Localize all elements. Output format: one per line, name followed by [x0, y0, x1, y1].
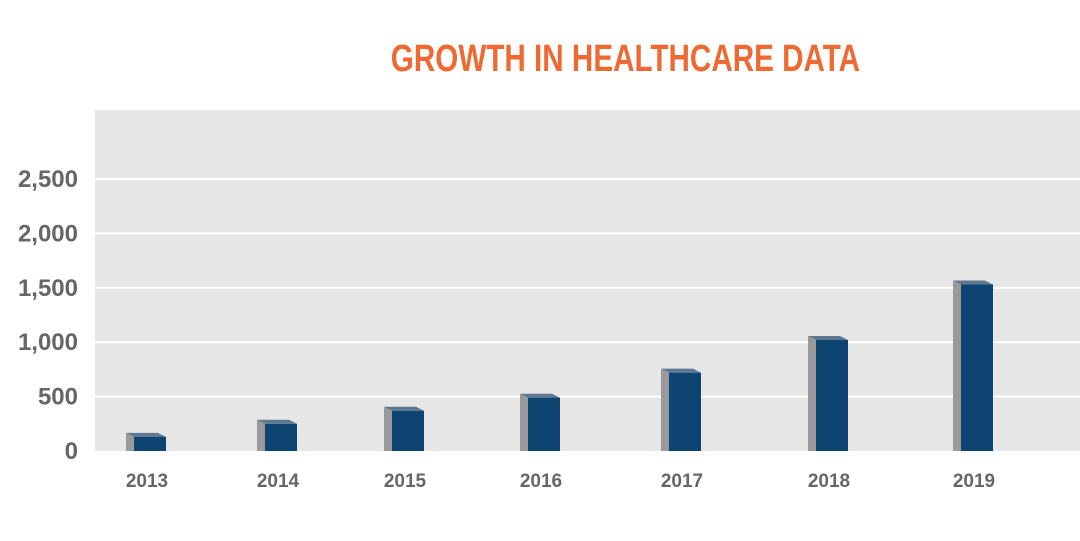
bar-side — [808, 336, 816, 451]
bar-top — [384, 406, 424, 411]
bar-side — [661, 368, 669, 451]
bar-top — [126, 432, 166, 437]
plot-area — [95, 110, 1080, 451]
bar-top — [808, 336, 848, 341]
bar-top — [661, 368, 701, 373]
bar-side — [126, 432, 134, 451]
bar — [265, 423, 297, 451]
x-tick-label: 2015 — [384, 471, 427, 492]
bar-side — [257, 419, 265, 451]
bar — [392, 410, 424, 451]
bar-top — [257, 419, 297, 424]
bar — [669, 372, 701, 451]
bar-top — [953, 280, 993, 285]
bar-side — [953, 280, 961, 451]
y-tick-label: 2,500 — [18, 166, 78, 193]
y-tick-label: 500 — [38, 384, 78, 411]
bar-top — [520, 393, 560, 398]
x-tick-label: 2014 — [257, 471, 300, 492]
bar — [528, 397, 560, 451]
x-tick-label: 2019 — [953, 471, 995, 492]
bar-side — [384, 406, 392, 451]
bar-side — [520, 393, 528, 451]
bar — [816, 340, 848, 451]
y-tick-label: 0 — [65, 438, 78, 465]
y-tick-label: 1,000 — [18, 329, 78, 356]
y-tick-label: 1,500 — [18, 275, 78, 302]
y-tick-label: 2,000 — [18, 220, 78, 247]
x-tick-label: 2018 — [808, 471, 850, 492]
chart-title: GROWTH IN HEALTHCARE DATA — [390, 38, 861, 80]
bar — [134, 436, 166, 451]
x-tick-label: 2017 — [661, 471, 703, 492]
x-tick-label: 2013 — [126, 471, 168, 492]
bar — [961, 284, 993, 451]
x-tick-label: 2016 — [520, 471, 562, 492]
